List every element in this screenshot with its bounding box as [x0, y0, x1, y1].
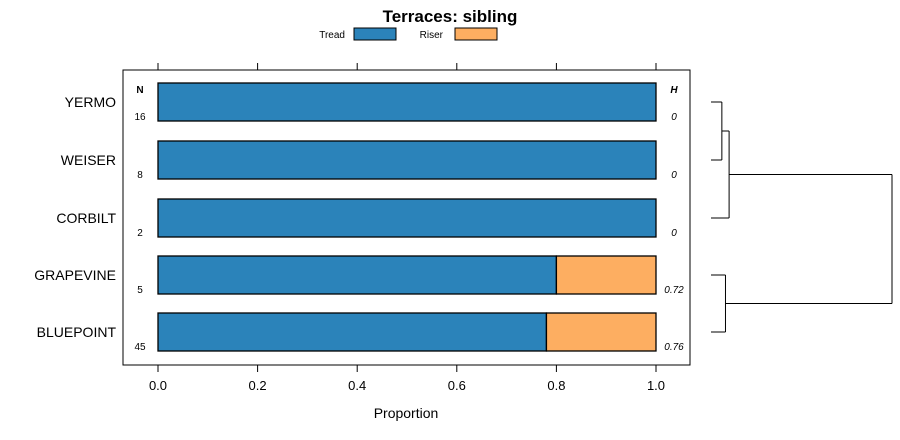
- plot-frame: [122, 69, 691, 366]
- category-label: CORBILT: [56, 210, 116, 226]
- category-label: GRAPEVINE: [34, 267, 116, 283]
- legend-label-riser: Riser: [420, 30, 444, 41]
- n-column-header: N: [136, 85, 143, 96]
- bar-riser-grapevine: [555, 255, 657, 295]
- n-value: 5: [137, 285, 143, 296]
- bar-tread-weiser: [157, 140, 657, 180]
- bar-tread-yermo: [157, 82, 657, 122]
- category-label: BLUEPOINT: [37, 324, 117, 340]
- bars: [157, 82, 657, 352]
- x-axis: 0.0 0.2 0.4 0.6 0.8 1.0: [149, 365, 665, 393]
- x-tick-label: 1.0: [647, 378, 665, 393]
- legend: Tread Riser: [319, 27, 498, 41]
- h-value: 0: [671, 228, 677, 239]
- n-value: 16: [134, 112, 146, 123]
- chart-title: Terraces: sibling: [383, 7, 518, 26]
- n-value: 45: [134, 342, 146, 353]
- bar-riser-bluepoint: [545, 312, 657, 352]
- x-tick-label: 0.0: [149, 378, 167, 393]
- legend-swatch-tread: [353, 27, 397, 41]
- x-tick-label: 0.2: [249, 378, 267, 393]
- legend-label-tread: Tread: [319, 30, 345, 41]
- category-label: YERMO: [65, 94, 116, 110]
- bar-tread-corbilt: [157, 198, 657, 238]
- category-label: WEISER: [61, 152, 116, 168]
- h-value: 0: [671, 170, 677, 181]
- n-value: 2: [137, 228, 143, 239]
- category-labels: YERMO WEISER CORBILT GRAPEVINE BLUEPOINT: [34, 94, 116, 340]
- bar-tread-bluepoint: [157, 312, 548, 352]
- x-tick-label: 0.6: [448, 378, 466, 393]
- h-value: 0: [671, 112, 677, 123]
- h-value: 0.72: [664, 285, 684, 296]
- bar-tread-grapevine: [157, 255, 558, 295]
- annotations: 16 0 8 0 2 0 5 0.72 45 0.76: [134, 112, 684, 353]
- x-tick-label: 0.8: [547, 378, 565, 393]
- n-value: 8: [137, 170, 143, 181]
- h-column-header: H: [670, 85, 678, 96]
- dendrogram: [711, 101, 893, 333]
- x-tick-label: 0.4: [348, 378, 366, 393]
- top-axis-ticks: [157, 63, 657, 70]
- legend-swatch-riser: [454, 27, 498, 41]
- x-axis-label: Proportion: [374, 405, 439, 421]
- h-value: 0.76: [664, 342, 684, 353]
